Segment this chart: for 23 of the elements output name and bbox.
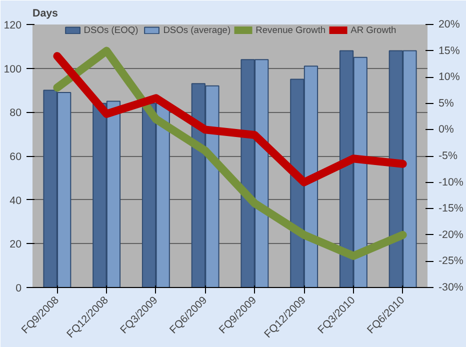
y-tick-label: 20	[10, 238, 22, 251]
y2-tick-label: 0%	[438, 124, 454, 136]
legend-label: Revenue Growth	[256, 25, 326, 35]
legend-label: DSOs (EOQ)	[84, 25, 138, 35]
y-tick-label: 100	[4, 63, 22, 76]
y-tick-label: 40	[10, 194, 22, 207]
y2-tick-label: -15%	[438, 202, 464, 215]
y2-tick-label: 15%	[438, 44, 460, 57]
y2-tick-label: 5%	[438, 97, 454, 110]
legend-label: DSOs (average)	[163, 25, 231, 35]
y-axis-title: Days	[32, 8, 58, 20]
y-tick-label: 120	[4, 20, 22, 32]
y-tick-label: 80	[10, 107, 22, 120]
legend-label: AR Growth	[350, 25, 396, 35]
y-tick-label: 60	[10, 151, 22, 163]
y2-tick-label: -5%	[438, 150, 458, 162]
y2-tick-label: -25%	[438, 255, 464, 268]
y-tick-label: 0	[16, 282, 22, 294]
y2-tick-label: -20%	[438, 228, 464, 241]
y2-tick-label: 20%	[438, 18, 460, 30]
y2-tick-label: 10%	[438, 71, 460, 84]
y2-tick-label: -30%	[438, 282, 464, 294]
y2-tick-label: -10%	[438, 176, 464, 188]
